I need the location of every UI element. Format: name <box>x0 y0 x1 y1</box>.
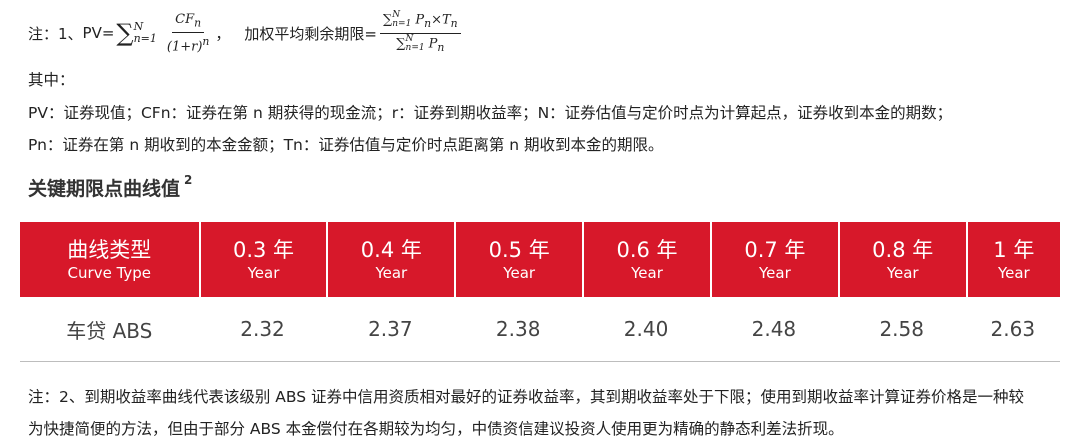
table-row: 车贷 ABS 2.32 2.37 2.38 2.40 2.48 2.58 2.63 <box>20 297 1060 362</box>
note2-line-1: 注：2、到期收益率曲线代表该级别 ABS 证券中信用资质相对最好的证券收益率，其… <box>28 388 1025 406</box>
column-header-en: Year <box>997 263 1030 282</box>
column-header: 0.5 年 Year <box>454 222 583 297</box>
column-header: 0.8 年 Year <box>837 222 966 297</box>
pv-denominator: (1+r)n <box>166 34 210 54</box>
table-body: 车贷 ABS 2.32 2.37 2.38 2.40 2.48 2.58 2.63 <box>20 297 1060 362</box>
pv-numerator: CFn <box>172 12 205 33</box>
formula-note: 注：1、 PV= ∑ N n=1 CFn (1+r)n ， 加权平均剩余期限= … <box>28 8 464 58</box>
note2-line-2: 为快捷简便的方法，但由于部分 ABS 本金偿付在各期较为均匀，中债资信建议投资人… <box>28 420 844 438</box>
column-header-en: Curve Type <box>67 263 152 282</box>
column-header: 1 年 Year <box>965 222 1060 297</box>
row-label-cell: 车贷 ABS <box>20 297 199 362</box>
curve-values-table: 曲线类型 Curve Type 0.3 年 Year 0.4 年 Year 0.5 年 Yea… <box>20 222 1060 362</box>
table-header-row: 曲线类型 Curve Type 0.3 年 Year 0.4 年 Year 0.5 年 Yea… <box>20 222 1060 297</box>
column-header-zh: 1 年 <box>993 237 1035 262</box>
value-cell: 2.63 <box>965 297 1060 362</box>
column-header: 0.6 年 Year <box>582 222 710 297</box>
formula-separator: ， <box>215 24 231 43</box>
column-header-en: Year <box>503 263 536 282</box>
value-cell: 2.32 <box>198 297 327 362</box>
value-cell: 2.40 <box>582 297 710 362</box>
column-header-zh: 曲线类型 <box>67 237 152 262</box>
value-cell: 2.58 <box>837 297 966 362</box>
column-header: 0.4 年 Year <box>326 222 455 297</box>
column-header-zh: 0.7 年 <box>744 237 806 262</box>
column-header-en: Year <box>758 263 791 282</box>
sum-upper: N <box>133 20 144 33</box>
column-header-zh: 0.3 年 <box>232 237 295 262</box>
sum-symbol: ∑ <box>116 19 134 47</box>
column-header-zh: 0.5 年 <box>488 237 550 262</box>
column-header-en: Year <box>375 263 408 282</box>
value-cell: 2.38 <box>454 297 583 362</box>
column-header: 曲线类型 Curve Type <box>20 222 199 297</box>
column-header: 0.3 年 Year <box>198 222 327 297</box>
footnote-marker: 2 <box>184 172 193 187</box>
where-label: 其中： <box>28 71 75 89</box>
column-header-en: Year <box>886 263 919 282</box>
section-title: 关键期限点曲线值 2 <box>28 172 193 200</box>
definition-line-1: PV：证券现值；CFn：证券在第 n 期获得的现金流；r：证券到期收益率；N：证… <box>28 104 953 122</box>
value-cell: 2.37 <box>326 297 455 362</box>
note-prefix: 注：1、 <box>28 24 83 43</box>
column-header-zh: 0.6 年 <box>616 237 678 262</box>
column-header: 0.7 年 Year <box>709 222 838 297</box>
sum-lower: n=1 <box>133 32 157 45</box>
definition-line-2: Pn：证券在第 n 期收到的本金金额；Tn：证券估值与定价时点距离第 n 期收到… <box>28 136 664 154</box>
column-header-en: Year <box>247 263 280 282</box>
weighted-label: 加权平均剩余期限= <box>244 24 377 43</box>
sum-limits: N n=1 <box>134 21 157 45</box>
pv-label: PV= <box>82 24 115 42</box>
value-cell: 2.48 <box>709 297 838 362</box>
column-header-zh: 0.8 年 <box>872 237 934 262</box>
column-header-en: Year <box>631 263 663 282</box>
pv-fraction: CFn (1+r)n <box>164 12 213 54</box>
column-header-zh: 0.4 年 <box>360 237 422 262</box>
